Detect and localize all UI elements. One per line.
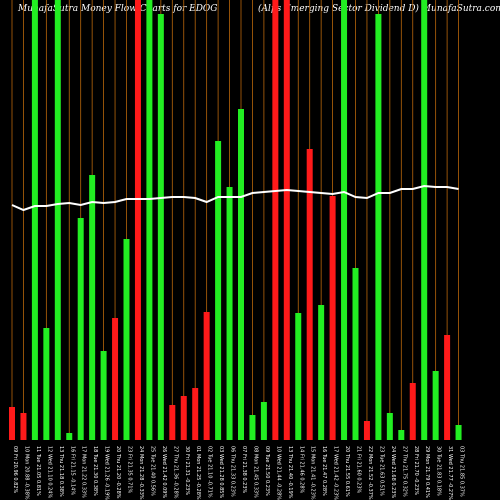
bar xyxy=(20,413,27,440)
bar xyxy=(203,312,210,440)
x-tick-label: 27 Thu 21.75 0.32% xyxy=(401,446,407,497)
bar xyxy=(134,0,141,440)
bar xyxy=(180,396,187,440)
x-tick-label: 19 Wed 21.26 -0.19% xyxy=(104,446,110,500)
x-tick-label: 17 Mon 21.22 0.33% xyxy=(81,446,87,498)
bar xyxy=(352,268,359,440)
x-tick-label: 10 Wed 21.44 -0.28% xyxy=(275,446,281,500)
bar xyxy=(386,413,393,440)
x-tick-label: 20 Thu 21.55 0.61% xyxy=(344,446,350,497)
x-tick-label: 31 Wed 21.77 -0.27% xyxy=(447,446,453,500)
x-tick-label: 13 Thu 21.18 0.38% xyxy=(58,446,64,497)
x-tick-label: 10 Mon 20.88 -0.38% xyxy=(23,446,29,500)
x-tick-label: 27 Thu 21.36 -0.28% xyxy=(172,446,178,499)
flow-line xyxy=(11,184,459,212)
x-tick-label: 11 Tue 21.05 0.81% xyxy=(35,446,41,496)
x-tick-label: 23 Fri 21.35 0.71% xyxy=(127,446,133,494)
bar xyxy=(146,0,153,440)
x-tick-label: 16 Tue 21.47 0.28% xyxy=(321,446,327,496)
bar xyxy=(169,405,176,440)
bar xyxy=(444,335,451,440)
x-tick-label: 24 Mon 21.28 -0.33% xyxy=(138,446,144,500)
bar xyxy=(455,425,462,440)
x-tick-label: 21 Fri 21.60 0.23% xyxy=(356,446,362,494)
bar xyxy=(260,402,267,440)
x-tick-label: 09 Tue 21.50 0.23% xyxy=(264,446,270,496)
bar xyxy=(409,383,416,440)
x-tick-label: 14 Fri 21.46 0.28% xyxy=(298,446,304,494)
x-tick-label: 23 Tue 21.63 0.51% xyxy=(378,446,384,496)
bar xyxy=(306,149,313,440)
x-tick-label: 03 Thu 21.85 0.37% xyxy=(459,446,465,497)
x-tick-label: 28 Fri 21.70 -0.23% xyxy=(413,446,419,495)
x-tick-label: 22 Mon 21.52 -0.37% xyxy=(367,446,373,500)
bar xyxy=(54,0,61,440)
bar xyxy=(295,313,302,440)
bar xyxy=(31,0,38,440)
x-tick-label: 18 Tue 21.30 0.38% xyxy=(92,446,98,496)
bar xyxy=(398,430,405,440)
x-tick-label: 30 Fri 21.31 -0.23% xyxy=(184,446,190,495)
bar xyxy=(66,433,73,440)
bar xyxy=(341,0,348,440)
bar xyxy=(283,0,290,440)
x-tick-label: 08 Mon 21.45 0.33% xyxy=(252,446,258,498)
bar xyxy=(238,109,244,440)
bar xyxy=(215,141,222,440)
bar xyxy=(421,0,428,440)
x-tick-label: 25 Tue 21.40 0.56% xyxy=(149,446,155,496)
x-tick-label: 09 Fri 20.96 0.82% xyxy=(12,446,18,494)
x-tick-label: 29 Mon 21.79 0.41% xyxy=(424,446,430,498)
bar xyxy=(375,14,382,440)
bar xyxy=(9,407,15,440)
bar xyxy=(43,328,50,440)
bar xyxy=(157,14,164,440)
bar xyxy=(123,239,130,440)
x-tick-label: 30 Tue 21.83 0.18% xyxy=(436,446,442,496)
chart-title: MunafaSutra Money Flow Charts for EDOG xyxy=(17,4,218,14)
x-tick-label: 03 Wed 21.28 0.85% xyxy=(218,446,224,498)
bar xyxy=(272,0,279,440)
bar xyxy=(249,415,256,440)
bar xyxy=(329,196,336,440)
bar xyxy=(363,421,370,440)
bar xyxy=(89,175,96,440)
x-tick-label: 02 Tue 21.10 -0.71% xyxy=(207,446,213,498)
x-tick-label: 01 Mon 21.25 -0.28% xyxy=(195,446,201,500)
x-tick-label: 13 Thu 21.40 -0.19% xyxy=(287,446,293,499)
bar xyxy=(226,187,233,440)
x-tick-label: 16 Fri 21.15 -0.14% xyxy=(69,446,75,495)
bar xyxy=(318,305,325,440)
chart-subtitle: (Alps Emerging Sector Dividend D) Munafa… xyxy=(258,3,500,14)
x-tick-label: 24 Wed 21.68 0.23% xyxy=(390,446,396,498)
bar xyxy=(192,388,199,440)
x-tick-label: 12 Wed 21.10 0.24% xyxy=(46,446,52,498)
x-tick-label: 17 Wed 21.42 -0.23% xyxy=(333,446,339,500)
x-tick-label: 20 Thu 21.20 -0.28% xyxy=(115,446,121,499)
bar xyxy=(77,218,84,440)
bar xyxy=(112,318,119,440)
x-tick-label: 07 Fri 21.38 0.23% xyxy=(241,446,247,494)
x-tick-label: 15 Mon 21.41 -0.23% xyxy=(310,446,316,500)
bar xyxy=(100,351,107,440)
x-tick-label: 06 Thu 21.33 0.23% xyxy=(230,446,236,497)
x-tick-label: 26 Wed 21.42 0.09% xyxy=(161,446,167,498)
bar xyxy=(432,371,439,440)
